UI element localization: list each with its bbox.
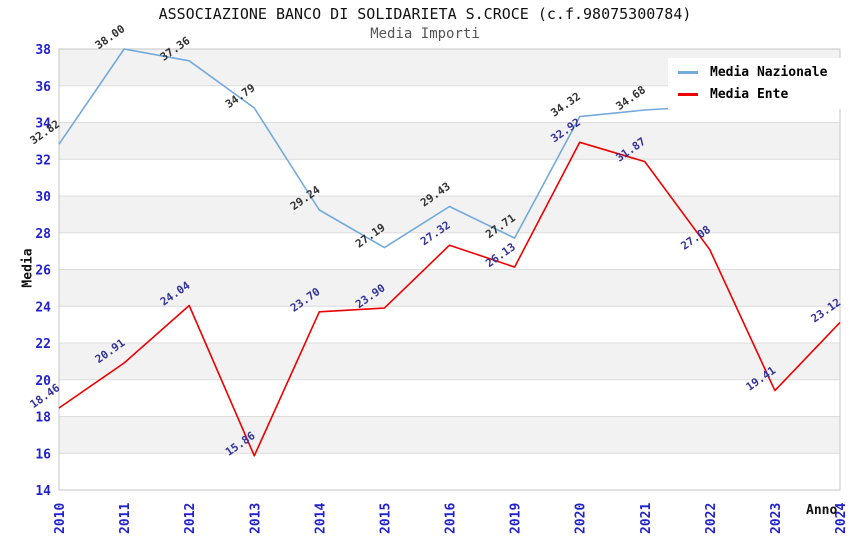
x-axis-title: Anno (806, 503, 838, 518)
svg-text:26.13: 26.13 (483, 240, 518, 270)
chart-title: ASSOCIAZIONE BANCO DI SOLIDARIETA S.CROC… (158, 5, 692, 23)
svg-text:22: 22 (35, 337, 51, 352)
svg-text:20: 20 (35, 374, 51, 389)
svg-text:36: 36 (35, 80, 51, 95)
svg-text:2021: 2021 (639, 503, 654, 534)
y-axis-title: Media (20, 248, 36, 288)
svg-text:38: 38 (35, 43, 51, 58)
plot-border (58, 48, 841, 491)
chart-subtitle: Media Importi (370, 26, 480, 42)
svg-text:30: 30 (35, 190, 51, 205)
svg-text:16: 16 (35, 447, 51, 462)
svg-text:2020: 2020 (574, 503, 589, 534)
svg-text:18: 18 (35, 411, 51, 426)
plot-gridlines (59, 48, 840, 454)
svg-text:2024: 2024 (834, 503, 849, 534)
legend-item-media-ente: Media Ente (678, 87, 827, 102)
svg-text:2012: 2012 (183, 503, 198, 534)
svg-text:2023: 2023 (769, 503, 784, 534)
svg-text:14: 14 (35, 484, 51, 499)
svg-text:34.32: 34.32 (548, 90, 583, 120)
media-nazionale-dash-icon (678, 71, 698, 74)
svg-text:32: 32 (35, 153, 51, 168)
svg-text:26: 26 (35, 264, 51, 279)
legend-label-media-ente: Media Ente (710, 87, 789, 102)
svg-text:2019: 2019 (509, 503, 524, 534)
svg-text:2016: 2016 (444, 503, 459, 534)
legend-item-media-nazionale: Media Nazionale (678, 65, 827, 80)
x-tick-labels: 2010 2011 2012 2013 2014 2015 2016 2019 2020 2021… (53, 503, 849, 534)
legend-label-media-nazionale: Media Nazionale (710, 65, 828, 80)
svg-text:2010: 2010 (53, 503, 68, 534)
svg-text:28: 28 (35, 227, 51, 242)
media-ente-dash-icon (678, 93, 698, 96)
svg-text:2014: 2014 (313, 503, 328, 534)
svg-text:34: 34 (35, 117, 51, 132)
svg-text:2022: 2022 (704, 503, 719, 534)
media-ente-line (58, 141, 841, 457)
y-tick-labels: 14 16 18 20 22 24 26 28 30 32 34 36 38 (35, 43, 51, 499)
svg-text:34.68: 34.68 (613, 83, 648, 113)
svg-text:2013: 2013 (248, 503, 263, 534)
svg-text:2015: 2015 (378, 503, 393, 534)
legend: Media Nazionale Media Ente (668, 58, 842, 109)
svg-text:2011: 2011 (118, 503, 133, 534)
svg-text:24: 24 (35, 300, 51, 315)
plot-bands (59, 49, 840, 454)
